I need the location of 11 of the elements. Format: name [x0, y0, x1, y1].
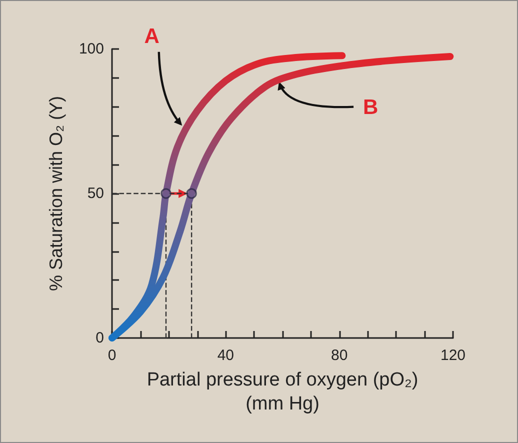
x-tick-label: 80 [330, 347, 348, 364]
y-axis-title: % Saturation with O₂ (Y) [46, 96, 66, 292]
text: A [144, 24, 160, 48]
x-tick-label: 120 [440, 347, 466, 364]
x-tick-label: 40 [217, 347, 234, 364]
y-tick-label: 0 [96, 330, 104, 346]
y-tick-label: 50 [87, 185, 104, 202]
y-tick-label: 100 [78, 40, 104, 58]
x-tick-label: 0 [108, 347, 116, 364]
series-label: B [363, 96, 378, 119]
x-axis-title: Partial pressure of oxygen (pO₂) (mm Hg) [146, 370, 418, 414]
